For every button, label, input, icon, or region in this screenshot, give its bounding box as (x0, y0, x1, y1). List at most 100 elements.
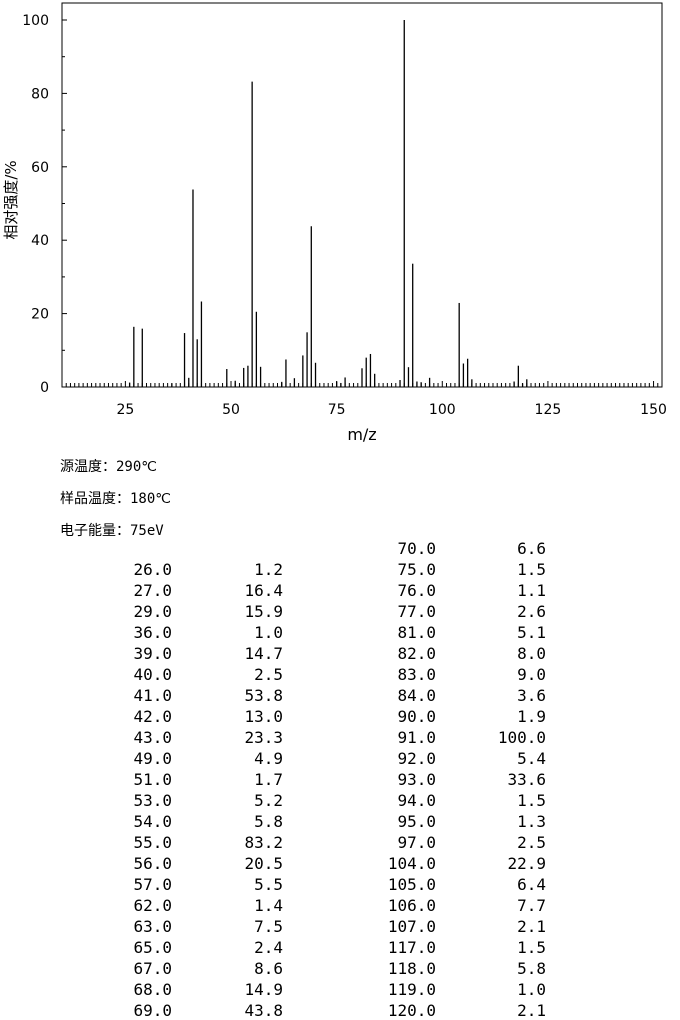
x-axis: 25 50 75 100 125 150 (116, 402, 666, 418)
peak-intensity-cell: 7.5 (254, 917, 283, 936)
peak-intensity-cell: 1.5 (517, 791, 546, 810)
peak-mz-cell: 26.0 (133, 560, 172, 579)
peak-intensity-cell: 2.4 (254, 938, 283, 957)
peak-intensity-cell: 9.0 (517, 665, 546, 684)
y-tick-label: 20 (31, 307, 49, 323)
peak-intensity-cell: 33.6 (507, 770, 546, 789)
peak-mz-cell: 120.0 (387, 1001, 436, 1020)
peak-intensity-cell: 100.0 (497, 728, 546, 747)
x-tick-label: 50 (222, 402, 240, 418)
peak-intensity-cell: 20.5 (244, 854, 283, 873)
x-axis-label: m/z (347, 425, 376, 444)
peak-mz-cell: 51.0 (133, 770, 172, 789)
peak-mz-cell: 82.0 (397, 644, 436, 663)
peak-mz-cell: 81.0 (397, 623, 436, 642)
peak-intensity-cell: 7.7 (517, 896, 546, 915)
peak-intensity-cell: 53.8 (244, 686, 283, 705)
peak-intensity-cell: 43.8 (244, 1001, 283, 1020)
electron-energy-value: 75eV (130, 523, 164, 539)
peak-mz-cell: 54.0 (133, 812, 172, 831)
peak-intensity-cell: 22.9 (507, 854, 546, 873)
x-tick-label: 150 (640, 402, 667, 418)
peak-mz-cell: 97.0 (397, 833, 436, 852)
peak-intensity-cell: 4.9 (254, 749, 283, 768)
peak-mz-cell: 104.0 (387, 854, 436, 873)
peak-mz-cell: 57.0 (133, 875, 172, 894)
peak-mz-cell: 90.0 (397, 707, 436, 726)
source-temperature-label: 源温度： (60, 459, 116, 475)
sample-temperature-value: 180℃ (130, 491, 172, 507)
peak-mz-cell: 70.0 (397, 539, 436, 558)
peak-intensity-cell: 1.1 (517, 581, 546, 600)
peak-mz-cell: 69.0 (133, 1001, 172, 1020)
mass-spectrum-chart: 0 20 40 60 80 100 25 50 75 100 125 150 m/z 相对强度/% (2, 2, 667, 444)
source-temperature-value: 290℃ (116, 459, 158, 475)
peak-intensity-cell: 14.9 (244, 980, 283, 999)
peak-intensity-cell: 1.0 (517, 980, 546, 999)
peak-intensity-cell: 8.0 (517, 644, 546, 663)
peak-intensity-cell: 5.1 (517, 623, 546, 642)
peak-intensity-cell: 1.5 (517, 938, 546, 957)
source-temperature: 源温度：290℃ (60, 456, 157, 476)
peak-intensity-cell: 5.5 (254, 875, 283, 894)
peak-intensity-cell: 15.9 (244, 602, 283, 621)
peak-mz-cell: 53.0 (133, 791, 172, 810)
peak-mz-cell: 67.0 (133, 959, 172, 978)
y-tick-label: 0 (40, 380, 49, 396)
peak-intensity-cell: 2.6 (517, 602, 546, 621)
peak-intensity-cell: 16.4 (244, 581, 283, 600)
peak-mz-cell: 105.0 (387, 875, 436, 894)
peak-intensity-cell: 1.4 (254, 896, 283, 915)
y-axis-label: 相对强度/% (2, 160, 20, 239)
peak-intensity-cell: 2.5 (517, 833, 546, 852)
peak-mz-cell: 92.0 (397, 749, 436, 768)
peak-intensity-cell: 1.3 (517, 812, 546, 831)
peak-mz-cell: 43.0 (133, 728, 172, 747)
peak-mz-cell: 62.0 (133, 896, 172, 915)
peak-mz-cell: 41.0 (133, 686, 172, 705)
electron-energy-label: 电子能量： (60, 523, 130, 539)
peak-mz-cell: 95.0 (397, 812, 436, 831)
peak-mz-cell: 84.0 (397, 686, 436, 705)
peak-mz-cell: 93.0 (397, 770, 436, 789)
y-axis: 0 20 40 60 80 100 (22, 13, 67, 396)
peak-mz-cell: 68.0 (133, 980, 172, 999)
peak-mz-cell: 107.0 (387, 917, 436, 936)
peak-mz-cell: 91.0 (397, 728, 436, 747)
peak-mz-cell: 119.0 (387, 980, 436, 999)
peak-mz-cell: 42.0 (133, 707, 172, 726)
peak-intensity-cell: 1.9 (517, 707, 546, 726)
peak-mz-cell: 29.0 (133, 602, 172, 621)
peak-intensity-cell: 6.6 (517, 539, 546, 558)
peak-mz-cell: 55.0 (133, 833, 172, 852)
sample-temperature: 样品温度：180℃ (60, 488, 171, 508)
peak-mz-cell: 36.0 (133, 623, 172, 642)
peak-mz-cell: 75.0 (397, 560, 436, 579)
peak-mz-cell: 117.0 (387, 938, 436, 957)
spectrum-bars (128, 20, 528, 387)
peak-mz-cell: 39.0 (133, 644, 172, 663)
y-tick-label: 40 (31, 233, 49, 249)
peak-mz-cell: 118.0 (387, 959, 436, 978)
peak-mz-cell: 83.0 (397, 665, 436, 684)
peak-mz-cell: 94.0 (397, 791, 436, 810)
x-tick-label: 75 (328, 402, 346, 418)
peak-intensity-cell: 83.2 (244, 833, 283, 852)
peak-intensity-cell: 1.5 (517, 560, 546, 579)
electron-energy: 电子能量：75eV (60, 520, 164, 540)
sample-temperature-label: 样品温度： (60, 491, 130, 507)
peak-intensity-cell: 5.8 (517, 959, 546, 978)
peak-mz-cell: 49.0 (133, 749, 172, 768)
y-tick-label: 100 (22, 13, 49, 29)
peak-mz-cell: 77.0 (397, 602, 436, 621)
peak-intensity-cell: 2.1 (517, 1001, 546, 1020)
peak-intensity-cell: 6.4 (517, 875, 546, 894)
peak-intensity-cell: 1.0 (254, 623, 283, 642)
y-tick-label: 80 (31, 86, 49, 102)
peak-intensity-cell: 13.0 (244, 707, 283, 726)
peak-intensity-cell: 3.6 (517, 686, 546, 705)
peak-mz-cell: 106.0 (387, 896, 436, 915)
peak-mz-cell: 76.0 (397, 581, 436, 600)
peak-intensity-cell: 14.7 (244, 644, 283, 663)
